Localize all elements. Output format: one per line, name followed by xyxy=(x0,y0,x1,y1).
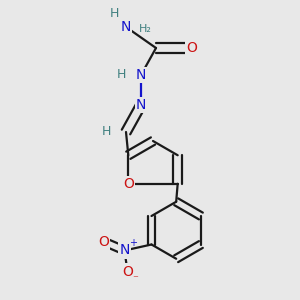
Text: N: N xyxy=(121,20,131,34)
Text: N: N xyxy=(119,244,130,257)
Text: H: H xyxy=(109,7,119,20)
Text: H₂: H₂ xyxy=(139,23,152,34)
Text: O: O xyxy=(122,265,133,278)
Text: H: H xyxy=(117,68,126,82)
Text: ⁻: ⁻ xyxy=(132,274,138,284)
Text: H: H xyxy=(102,125,111,139)
Text: O: O xyxy=(98,235,109,248)
Text: N: N xyxy=(136,98,146,112)
Text: N: N xyxy=(136,68,146,82)
Text: O: O xyxy=(123,177,134,191)
Text: +: + xyxy=(130,238,137,248)
Text: O: O xyxy=(187,41,197,55)
